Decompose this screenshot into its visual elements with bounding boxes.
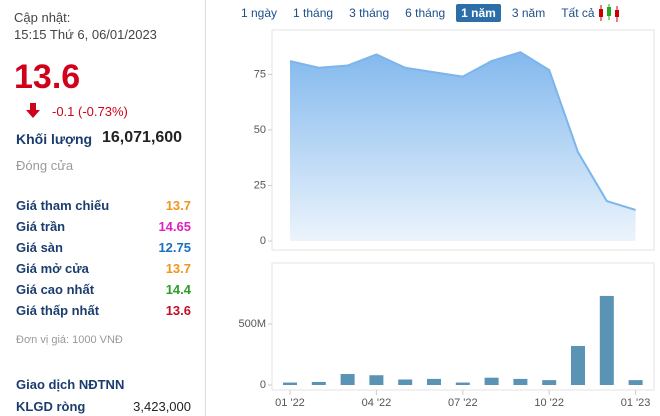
row-value: 14.65 (158, 219, 191, 234)
range-button[interactable]: Tất cả (561, 6, 595, 20)
volume-bar (427, 378, 441, 385)
y-tick-label: 0 (260, 379, 266, 391)
row-value: 13.6 (165, 303, 191, 318)
volume-bar (599, 295, 614, 385)
candle-icon[interactable] (597, 3, 621, 23)
range-button[interactable]: 1 tháng (293, 6, 334, 20)
down-arrow (26, 103, 40, 118)
volume-bar (369, 375, 384, 385)
foreign-title: Giao dịch NĐTNN (16, 377, 125, 392)
change: -0.1 (-0.73%) (52, 104, 128, 119)
row-value: 13.7 (165, 261, 191, 276)
price-line (289, 51, 636, 211)
volume-bar (340, 374, 355, 385)
y-tick-label: 50 (254, 124, 266, 136)
x-tick-label: 10 '22 (534, 397, 564, 409)
y-tick-label: 75 (254, 68, 266, 80)
volume-label: Khối lượng (16, 131, 93, 147)
y-tick-label: 25 (254, 179, 266, 191)
price-frame (271, 29, 655, 251)
range-button[interactable]: 1 năm (456, 4, 501, 22)
volume: 16,071,600 (102, 129, 183, 146)
net-label: KLGD ròng (16, 399, 86, 414)
row-label: Giá trần (16, 219, 66, 234)
row-label: Giá sàn (16, 240, 63, 255)
volume-bar (513, 378, 528, 385)
status: Đóng cửa (16, 158, 74, 173)
range-buttons: 1 ngày 1 tháng 3 tháng 6 tháng 1 năm 3 năm Tất… (236, 4, 606, 22)
y-tick-label: 500M (238, 318, 266, 330)
volume-bar (311, 381, 326, 385)
volume-bar (542, 380, 557, 385)
volume-bar (484, 377, 499, 385)
row-value: 14.4 (165, 282, 191, 297)
y-tick-label: 0 (260, 235, 266, 247)
row-label: Giá thấp nhất (16, 303, 100, 318)
row-value: 13.7 (165, 198, 191, 213)
volume-bar (628, 380, 643, 385)
x-tick-label: 01 '23 (621, 397, 651, 409)
range-button[interactable]: 3 tháng (349, 6, 390, 20)
range-button[interactable]: 3 năm (511, 6, 546, 20)
range-button[interactable]: 6 tháng (405, 6, 446, 20)
updated-label: Cập nhật: (14, 10, 71, 25)
price: 13.6 (14, 58, 81, 96)
x-tick-label: 04 '22 (362, 397, 392, 409)
x-tick-label: 07 '22 (448, 397, 478, 409)
x-tick-label: 01 '22 (275, 397, 305, 409)
volume-frame (271, 262, 655, 391)
quote-panel: Cập nhật: 15:15 Thứ 6, 06/01/2023 13.6 -… (0, 0, 206, 416)
chart: 0 25 50 75 0 500M 01 '22 04 '22 07 '22 10 '22 01 '… (238, 29, 655, 409)
unit: Đơn vị giá: 1000 VNĐ (16, 334, 123, 346)
volume-bar (398, 379, 413, 385)
range-button[interactable]: 1 ngày (241, 6, 278, 20)
updated-time: 15:15 Thứ 6, 06/01/2023 (14, 27, 157, 42)
price-area (290, 52, 636, 241)
volume-bar (455, 382, 470, 385)
row-label: Giá tham chiếu (16, 198, 110, 213)
net-value: 3,423,000 (133, 399, 191, 414)
row-label: Giá mở cửa (16, 261, 89, 276)
row-value: 12.75 (158, 240, 191, 255)
volume-bar (571, 345, 585, 385)
row-label: Giá cao nhất (16, 282, 95, 297)
volume-bar (283, 382, 297, 385)
